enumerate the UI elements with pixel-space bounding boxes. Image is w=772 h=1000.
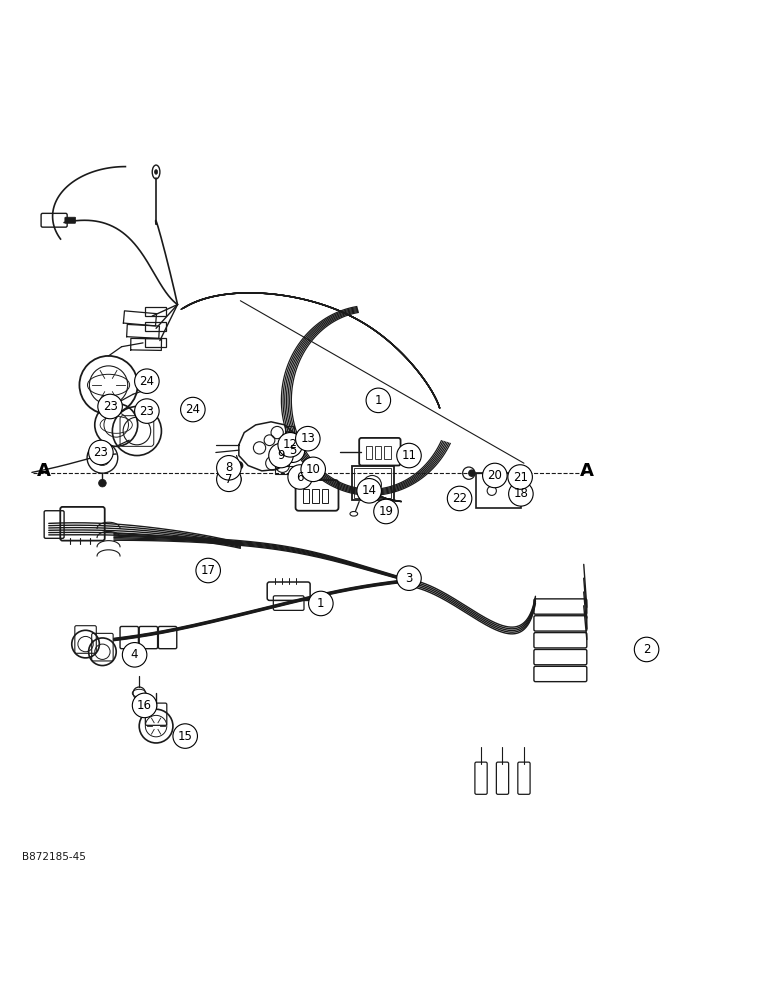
Circle shape bbox=[374, 499, 398, 524]
Circle shape bbox=[233, 475, 241, 483]
Text: 14: 14 bbox=[361, 484, 377, 497]
Text: 9: 9 bbox=[277, 449, 285, 462]
Circle shape bbox=[357, 479, 381, 503]
Text: 6: 6 bbox=[296, 471, 304, 484]
Circle shape bbox=[366, 388, 391, 413]
Bar bbox=[285, 426, 294, 443]
Text: 2: 2 bbox=[643, 643, 650, 656]
Text: 23: 23 bbox=[93, 446, 108, 459]
Circle shape bbox=[397, 443, 422, 468]
Text: 1: 1 bbox=[317, 597, 324, 610]
Text: 23: 23 bbox=[103, 400, 117, 413]
Text: 23: 23 bbox=[140, 405, 154, 418]
Circle shape bbox=[132, 693, 157, 718]
Circle shape bbox=[235, 462, 242, 469]
Circle shape bbox=[269, 443, 293, 468]
Text: 1: 1 bbox=[374, 394, 382, 407]
Text: 24: 24 bbox=[140, 375, 154, 388]
Text: 10: 10 bbox=[306, 463, 320, 476]
Circle shape bbox=[173, 724, 198, 748]
Text: 12: 12 bbox=[283, 438, 298, 451]
Text: B872185-45: B872185-45 bbox=[22, 852, 86, 862]
Bar bbox=[375, 446, 381, 459]
Circle shape bbox=[217, 467, 241, 492]
Text: 21: 21 bbox=[513, 471, 527, 484]
Text: 3: 3 bbox=[405, 572, 413, 585]
Ellipse shape bbox=[154, 170, 157, 174]
Text: 17: 17 bbox=[201, 564, 215, 577]
Circle shape bbox=[508, 465, 533, 489]
Bar bbox=[384, 446, 391, 459]
Bar bbox=[476, 473, 521, 508]
Text: 24: 24 bbox=[185, 403, 201, 416]
Text: 16: 16 bbox=[137, 699, 152, 712]
Circle shape bbox=[509, 482, 533, 506]
Circle shape bbox=[98, 394, 122, 419]
Bar bbox=[322, 489, 328, 503]
Text: 8: 8 bbox=[225, 461, 232, 474]
Text: 15: 15 bbox=[178, 730, 193, 743]
Text: 13: 13 bbox=[300, 432, 315, 445]
Circle shape bbox=[635, 637, 659, 662]
Bar bbox=[313, 489, 319, 503]
Circle shape bbox=[451, 496, 455, 501]
Circle shape bbox=[482, 463, 507, 488]
Circle shape bbox=[134, 399, 159, 423]
Bar bbox=[354, 468, 391, 498]
Circle shape bbox=[217, 456, 241, 480]
Circle shape bbox=[309, 591, 333, 616]
Circle shape bbox=[447, 486, 472, 511]
Text: 19: 19 bbox=[378, 505, 394, 518]
Bar bbox=[144, 307, 166, 316]
Circle shape bbox=[196, 558, 221, 583]
Bar bbox=[303, 489, 310, 503]
Text: 7: 7 bbox=[225, 473, 232, 486]
Circle shape bbox=[301, 457, 326, 482]
Text: A: A bbox=[37, 462, 51, 480]
Bar bbox=[351, 466, 394, 500]
Circle shape bbox=[278, 433, 303, 457]
Text: A: A bbox=[580, 462, 594, 480]
Text: 20: 20 bbox=[487, 469, 503, 482]
Circle shape bbox=[469, 470, 475, 476]
Circle shape bbox=[122, 643, 147, 667]
Text: 11: 11 bbox=[401, 449, 416, 462]
Bar bbox=[275, 466, 294, 474]
Text: 4: 4 bbox=[131, 648, 138, 661]
Circle shape bbox=[280, 438, 305, 462]
Circle shape bbox=[99, 479, 107, 487]
Circle shape bbox=[288, 465, 313, 489]
Circle shape bbox=[134, 369, 159, 393]
Text: 22: 22 bbox=[452, 492, 467, 505]
Bar bbox=[286, 431, 293, 437]
Bar bbox=[144, 338, 166, 347]
Circle shape bbox=[181, 397, 205, 422]
Text: 5: 5 bbox=[289, 444, 296, 457]
FancyBboxPatch shape bbox=[65, 217, 76, 223]
Circle shape bbox=[397, 566, 422, 590]
Circle shape bbox=[89, 440, 113, 465]
Bar bbox=[366, 446, 372, 459]
Circle shape bbox=[296, 426, 320, 451]
Text: 18: 18 bbox=[513, 487, 528, 500]
Bar bbox=[144, 322, 166, 331]
Circle shape bbox=[367, 480, 377, 489]
